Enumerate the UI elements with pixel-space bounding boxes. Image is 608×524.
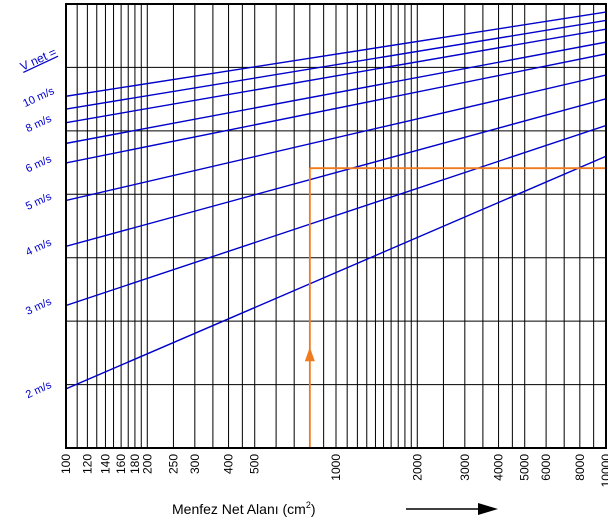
x-tick-label: 8000 — [573, 454, 587, 481]
x-tick-label: 6000 — [539, 454, 553, 481]
axis-direction-arrow — [406, 503, 498, 515]
velocity-line-4 — [66, 98, 606, 248]
x-axis-label: Menfez Net Alanı (cm2) — [172, 500, 316, 517]
grid — [65, 4, 607, 448]
x-tick-label: 3000 — [458, 454, 472, 481]
x-tick-label: 10000 — [599, 454, 608, 488]
x-tick-label: 200 — [140, 454, 154, 474]
velocity-line-7 — [66, 41, 606, 145]
velocity-line-10 — [66, 11, 606, 97]
x-tick-label: 140 — [98, 454, 112, 474]
velocity-line-8 — [66, 28, 606, 124]
x-tick-label: 250 — [166, 454, 180, 474]
x-axis-label-superscript: 2 — [306, 500, 311, 510]
x-tick-label: 2000 — [410, 454, 424, 481]
velocity-line-3 — [66, 124, 606, 307]
x-tick-label: 1000 — [329, 454, 343, 481]
x-tick-label: 4000 — [492, 454, 506, 481]
velocity-line-2 — [66, 155, 606, 390]
x-tick-label: 300 — [188, 454, 202, 474]
x-tick-label: 120 — [80, 454, 94, 474]
velocity-line-6 — [66, 53, 606, 164]
x-tick-label: 400 — [222, 454, 236, 474]
velocity-line-5 — [66, 74, 606, 202]
example-arrow — [304, 347, 315, 362]
example-path — [304, 167, 606, 448]
velocity-line-9 — [66, 19, 606, 110]
x-tick-label: 160 — [114, 454, 128, 474]
x-tick-label: 500 — [248, 454, 262, 474]
x-tick-label: 5000 — [518, 454, 532, 481]
x-tick-label: 100 — [59, 454, 73, 474]
x-tick-label: 180 — [128, 454, 142, 474]
plot-frame — [65, 3, 607, 449]
velocity-lines — [66, 11, 606, 390]
